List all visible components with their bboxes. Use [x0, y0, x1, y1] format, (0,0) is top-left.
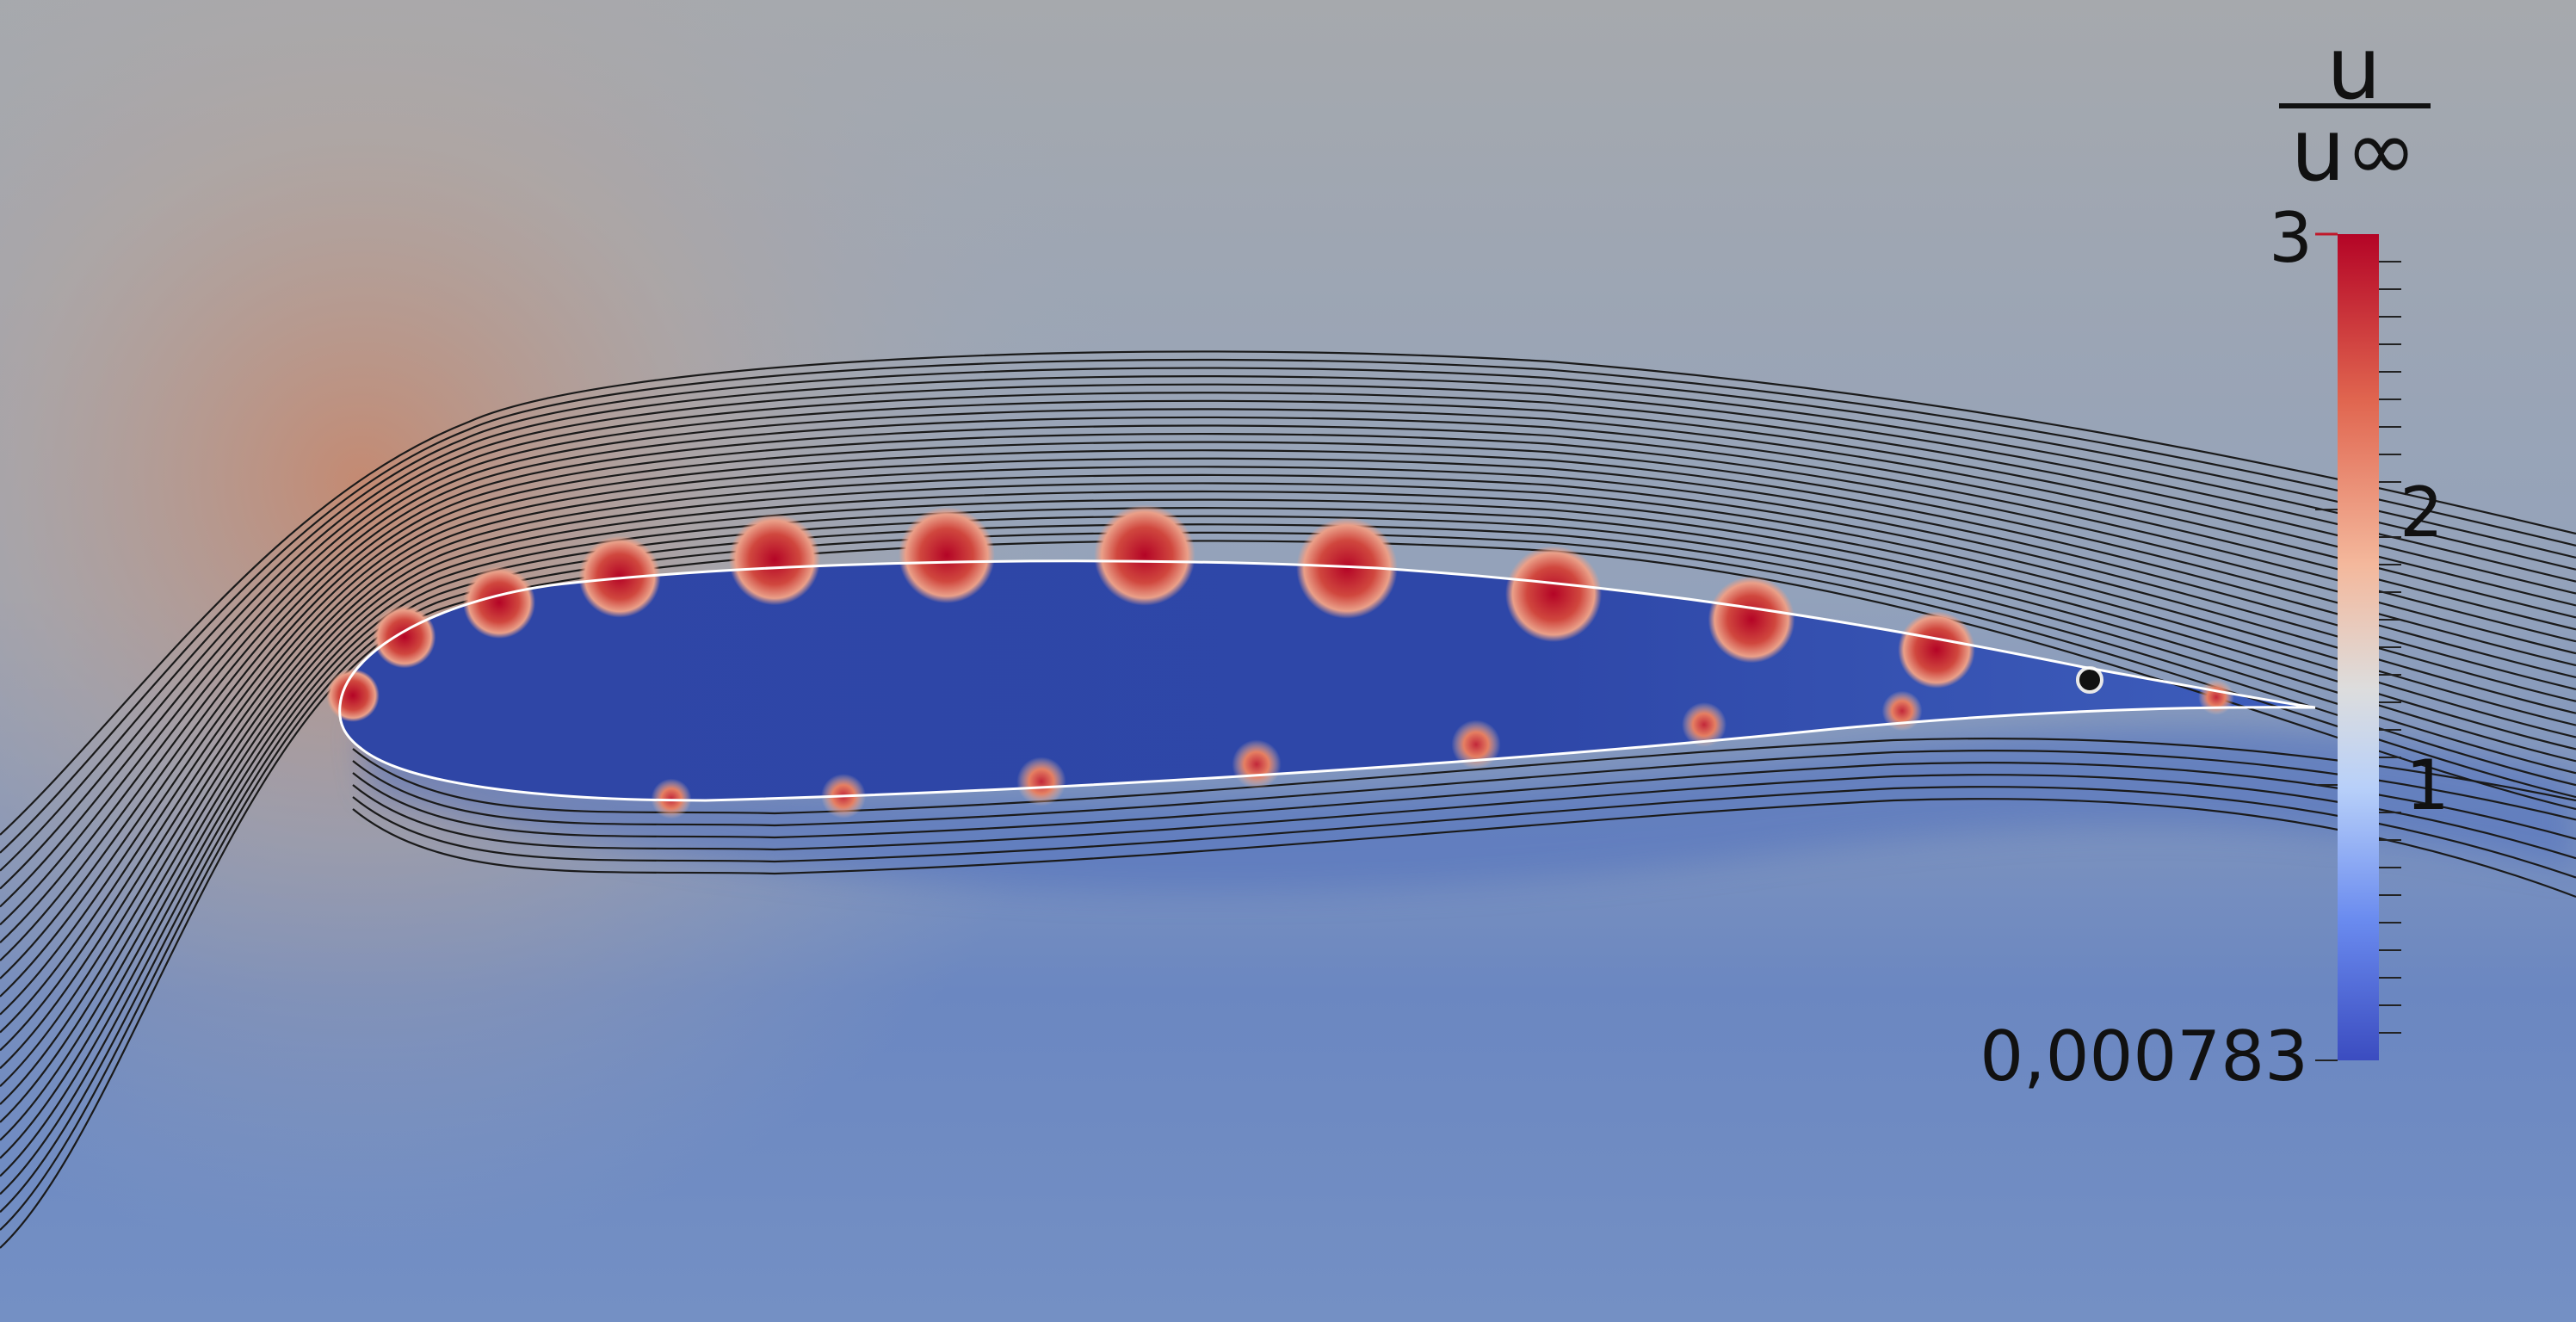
colorbar-title-fraction-bar — [2279, 103, 2431, 108]
streamline — [0, 375, 2576, 890]
colorbar-tick-label-max: 3 — [2269, 198, 2313, 278]
vortex-core — [1505, 546, 1602, 642]
streamline — [0, 498, 2576, 1159]
streamline — [0, 358, 2576, 854]
vortex-core — [651, 778, 692, 819]
colorbar-gradient — [2338, 234, 2379, 1060]
vortex-core — [1094, 504, 1195, 606]
streamline — [352, 774, 2576, 860]
airfoil-region — [339, 560, 2316, 800]
streamline — [0, 473, 2576, 1105]
vortex-core — [2198, 679, 2234, 715]
vortex-core — [1016, 757, 1066, 806]
streamline — [0, 424, 2576, 998]
streamline — [352, 798, 2576, 899]
vortex-core — [1296, 517, 1398, 619]
vortex-core — [1708, 576, 1795, 664]
vortex-core — [899, 507, 995, 603]
streamline — [0, 399, 2576, 944]
colorbar-title-denominator: u∞ — [2290, 100, 2418, 201]
colorbar-ticks — [2315, 232, 2401, 1061]
streamline — [0, 457, 2576, 1070]
streamline — [352, 762, 2576, 840]
vortex-core — [1232, 739, 1282, 789]
colorbar-tick-label-2: 2 — [2400, 473, 2443, 553]
colorbar-tick-label-1: 1 — [2406, 745, 2449, 825]
vortex-core — [373, 605, 436, 669]
streamline — [0, 367, 2576, 872]
vortex-core — [578, 535, 661, 618]
colorbar-title-numerator: u — [2326, 18, 2381, 119]
streamline — [0, 432, 2576, 1016]
streamline — [0, 350, 2576, 836]
vortex-core — [1898, 611, 1975, 689]
vortex-core — [463, 566, 535, 639]
streamline — [352, 737, 2576, 815]
vortex-core — [1451, 720, 1501, 769]
streamline — [352, 786, 2576, 879]
streamline — [0, 507, 2576, 1177]
vortex-cores — [326, 504, 2234, 819]
airfoil-outline — [338, 559, 2316, 802]
vortex-core — [326, 669, 380, 722]
streamline — [0, 392, 2576, 926]
streamline — [0, 449, 2576, 1052]
trailing-vortex — [2076, 666, 2103, 694]
streamline — [0, 441, 2576, 1034]
vortex-core — [728, 513, 821, 606]
streamline — [352, 750, 2576, 827]
colorbar-tick-label-min: 0,000783 — [1980, 1016, 2308, 1097]
vortex-core — [1682, 702, 1727, 747]
streamline — [0, 482, 2576, 1123]
streamline — [0, 416, 2576, 979]
streamline — [0, 466, 2576, 1087]
streamline — [0, 490, 2576, 1141]
streamline — [0, 383, 2576, 908]
streamline — [0, 408, 2576, 961]
